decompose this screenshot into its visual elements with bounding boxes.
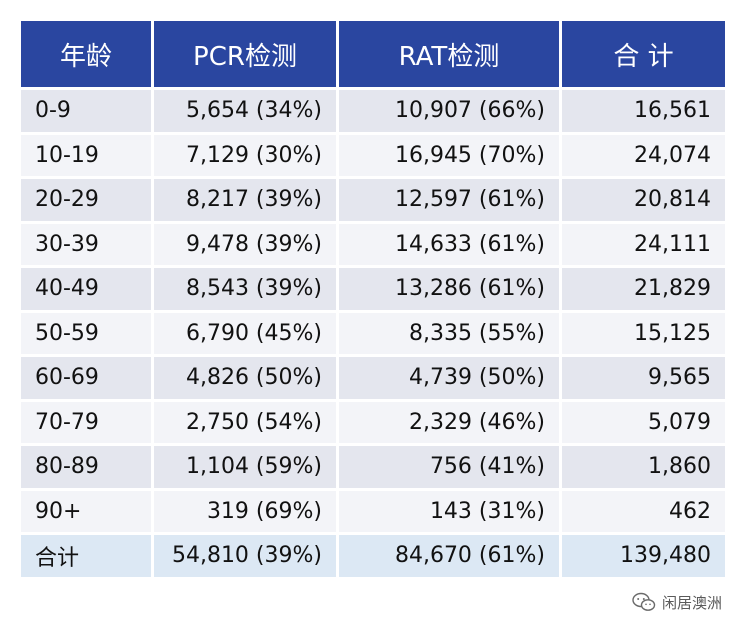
cell-total: 24,111 [562, 223, 725, 265]
cell-rat: 143 (31%) [339, 490, 559, 532]
table-row: 80-89 1,104 (59%) 756 (41%) 1,860 [21, 446, 725, 488]
watermark: 闲居澳洲 [632, 590, 722, 614]
cell-age: 50-59 [21, 312, 151, 354]
table-row: 30-39 9,478 (39%) 14,633 (61%) 24,111 [21, 223, 725, 265]
cell-pcr: 8,217 (39%) [154, 179, 336, 221]
table-row: 70-79 2,750 (54%) 2,329 (46%) 5,079 [21, 401, 725, 443]
total-row: 合计 54,810 (39%) 84,670 (61%) 139,480 [21, 535, 725, 577]
cell-total-label: 合计 [21, 535, 151, 577]
cell-total: 16,561 [562, 90, 725, 132]
table-body: 0-9 5,654 (34%) 10,907 (66%) 16,561 10-1… [21, 90, 725, 577]
cell-age: 80-89 [21, 446, 151, 488]
cell-rat: 8,335 (55%) [339, 312, 559, 354]
header-rat: RAT检测 [339, 21, 559, 87]
header-pcr: PCR检测 [154, 21, 336, 87]
table-row: 90+ 319 (69%) 143 (31%) 462 [21, 490, 725, 532]
table-row: 0-9 5,654 (34%) 10,907 (66%) 16,561 [21, 90, 725, 132]
table-header: 年龄 PCR检测 RAT检测 合 计 [21, 21, 725, 87]
cell-total: 462 [562, 490, 725, 532]
cell-pcr: 319 (69%) [154, 490, 336, 532]
cell-total: 5,079 [562, 401, 725, 443]
cell-rat: 756 (41%) [339, 446, 559, 488]
cell-pcr: 2,750 (54%) [154, 401, 336, 443]
header-row: 年龄 PCR检测 RAT检测 合 计 [21, 21, 725, 87]
cell-age: 10-19 [21, 134, 151, 176]
table-row: 50-59 6,790 (45%) 8,335 (55%) 15,125 [21, 312, 725, 354]
cell-rat: 4,739 (50%) [339, 357, 559, 399]
cell-age: 30-39 [21, 223, 151, 265]
cell-total-rat: 84,670 (61%) [339, 535, 559, 577]
cell-total: 9,565 [562, 357, 725, 399]
cell-pcr: 6,790 (45%) [154, 312, 336, 354]
wechat-icon [632, 592, 656, 612]
cell-pcr: 9,478 (39%) [154, 223, 336, 265]
table-row: 20-29 8,217 (39%) 12,597 (61%) 20,814 [21, 179, 725, 221]
cell-rat: 10,907 (66%) [339, 90, 559, 132]
cell-grand-total: 139,480 [562, 535, 725, 577]
cell-pcr: 1,104 (59%) [154, 446, 336, 488]
cell-pcr: 8,543 (39%) [154, 268, 336, 310]
cell-pcr: 4,826 (50%) [154, 357, 336, 399]
cell-age: 70-79 [21, 401, 151, 443]
table-row: 60-69 4,826 (50%) 4,739 (50%) 9,565 [21, 357, 725, 399]
cell-age: 20-29 [21, 179, 151, 221]
cell-total: 1,860 [562, 446, 725, 488]
data-table-container: 年龄 PCR检测 RAT检测 合 计 0-9 5,654 (34%) 10,90… [18, 18, 725, 580]
table-row: 10-19 7,129 (30%) 16,945 (70%) 24,074 [21, 134, 725, 176]
cell-total: 20,814 [562, 179, 725, 221]
cell-total: 24,074 [562, 134, 725, 176]
watermark-text: 闲居澳洲 [661, 593, 722, 612]
header-age: 年龄 [21, 21, 151, 87]
cell-rat: 16,945 (70%) [339, 134, 559, 176]
header-total: 合 计 [562, 21, 725, 87]
cell-age: 60-69 [21, 357, 151, 399]
cell-pcr: 7,129 (30%) [154, 134, 336, 176]
cell-rat: 12,597 (61%) [339, 179, 559, 221]
cell-age: 0-9 [21, 90, 151, 132]
cell-rat: 2,329 (46%) [339, 401, 559, 443]
cell-age: 90+ [21, 490, 151, 532]
cell-age: 40-49 [21, 268, 151, 310]
table-row: 40-49 8,543 (39%) 13,286 (61%) 21,829 [21, 268, 725, 310]
age-testing-table: 年龄 PCR检测 RAT检测 合 计 0-9 5,654 (34%) 10,90… [18, 18, 728, 580]
cell-rat: 13,286 (61%) [339, 268, 559, 310]
cell-total: 21,829 [562, 268, 725, 310]
cell-pcr: 5,654 (34%) [154, 90, 336, 132]
cell-total: 15,125 [562, 312, 725, 354]
cell-total-pcr: 54,810 (39%) [154, 535, 336, 577]
cell-rat: 14,633 (61%) [339, 223, 559, 265]
